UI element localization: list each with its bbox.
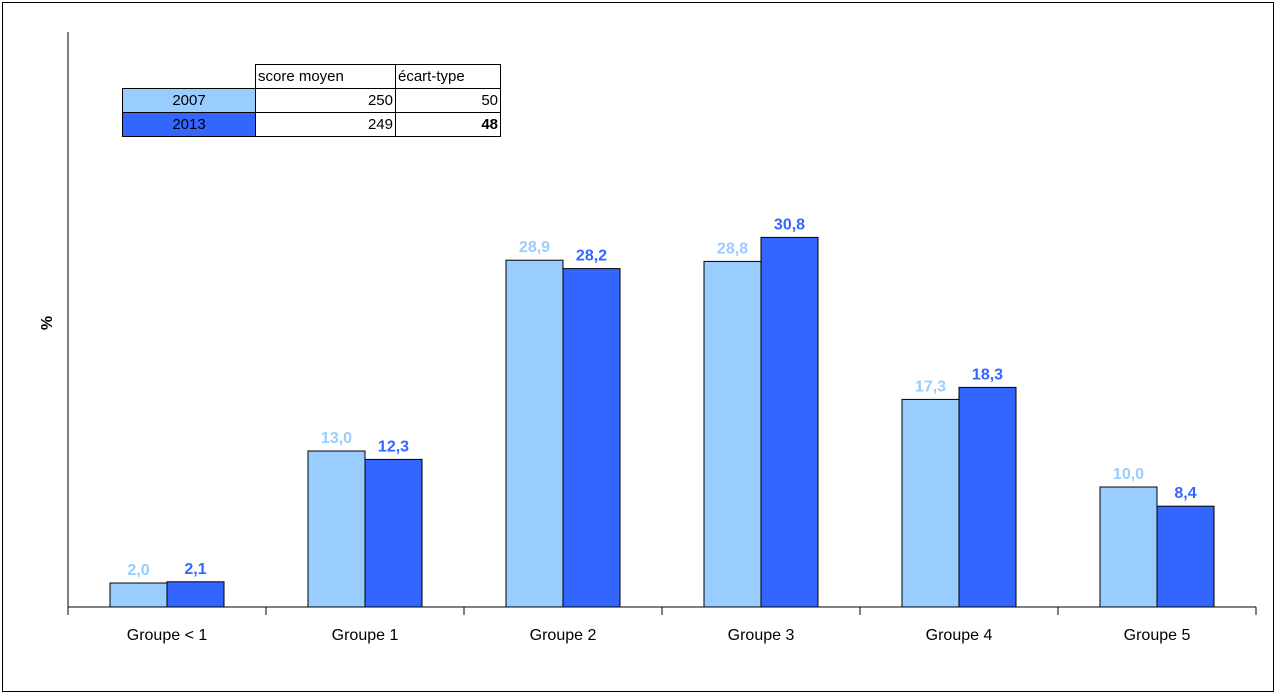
data-label-2013-3: 30,8 bbox=[774, 216, 805, 233]
bar-2007-3 bbox=[703, 260, 762, 608]
data-label-2013-4: 18,3 bbox=[972, 366, 1003, 383]
x-tick-label: Groupe 2 bbox=[530, 627, 597, 644]
legend-ecart-2007: 50 bbox=[395, 88, 501, 113]
data-label-2013-1: 12,3 bbox=[378, 438, 409, 455]
bar-2007-2 bbox=[505, 259, 564, 608]
bar-2013-5 bbox=[1156, 505, 1215, 608]
bar-2007-5 bbox=[1099, 486, 1158, 608]
data-label-2007-2: 28,9 bbox=[519, 239, 550, 256]
legend-corner bbox=[123, 65, 256, 89]
legend-row-2013: 2013 249 48 bbox=[122, 112, 501, 137]
x-tick-label: Groupe 1 bbox=[332, 627, 399, 644]
legend-header-ecart-type: écart-type bbox=[395, 64, 501, 89]
data-label-2007-5: 10,0 bbox=[1113, 466, 1144, 483]
legend-score-2013: 249 bbox=[255, 112, 396, 137]
data-label-2007-1: 13,0 bbox=[321, 430, 352, 447]
legend-score-2007: 250 bbox=[255, 88, 396, 113]
y-axis-label: % bbox=[39, 316, 56, 330]
bar-2007-4 bbox=[901, 398, 960, 608]
x-tick-label: Groupe < 1 bbox=[127, 627, 208, 644]
x-tick-label: Groupe 5 bbox=[1124, 627, 1191, 644]
legend-header-score-moyen: score moyen bbox=[255, 64, 396, 89]
bar-2007-0 bbox=[109, 582, 168, 608]
bar-2013-2 bbox=[562, 268, 621, 608]
data-label-2007-4: 17,3 bbox=[915, 378, 946, 395]
data-label-2013-2: 28,2 bbox=[576, 248, 607, 265]
legend-year-2007: 2007 bbox=[122, 88, 256, 113]
data-label-2013-5: 8,4 bbox=[1174, 485, 1196, 502]
bar-2013-0 bbox=[166, 581, 225, 608]
legend-year-2013: 2013 bbox=[122, 112, 256, 137]
legend-table: score moyen écart-type 2007 250 50 2013 … bbox=[122, 64, 501, 137]
legend-header-row: score moyen écart-type bbox=[123, 64, 501, 89]
legend-ecart-2013: 48 bbox=[395, 112, 501, 137]
legend-row-2007: 2007 250 50 bbox=[122, 88, 501, 113]
bar-2013-4 bbox=[958, 386, 1017, 608]
data-label-2007-3: 28,8 bbox=[717, 240, 748, 257]
bar-2013-3 bbox=[760, 236, 819, 608]
x-tick-label: Groupe 3 bbox=[728, 627, 795, 644]
data-label-2013-0: 2,1 bbox=[184, 561, 206, 578]
data-label-2007-0: 2,0 bbox=[127, 562, 149, 579]
bar-2007-1 bbox=[307, 450, 366, 608]
bar-2013-1 bbox=[364, 458, 423, 608]
x-tick-label: Groupe 4 bbox=[926, 627, 993, 644]
